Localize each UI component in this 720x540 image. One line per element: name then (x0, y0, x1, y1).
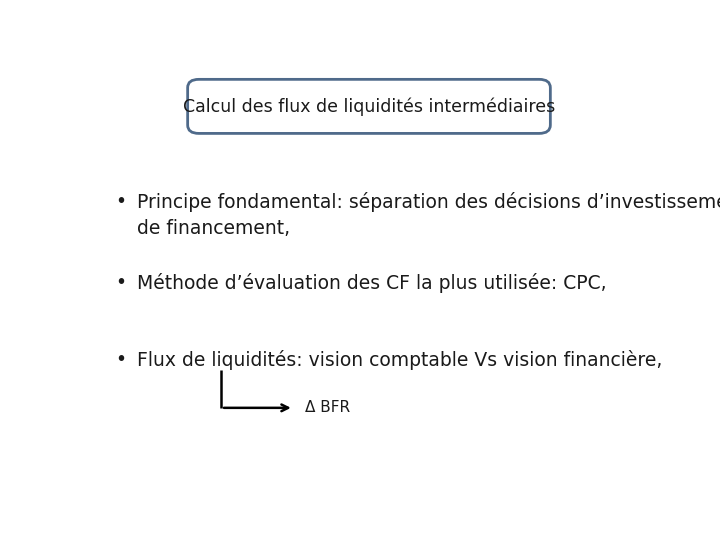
Text: •: • (115, 349, 126, 369)
FancyBboxPatch shape (188, 79, 550, 133)
Text: Principe fondamental: séparation des décisions d’investissement et
de financemen: Principe fondamental: séparation des déc… (138, 192, 720, 238)
Text: Calcul des flux de liquidités intermédiaires: Calcul des flux de liquidités intermédia… (183, 97, 555, 116)
Text: Flux de liquidités: vision comptable Vs vision financière,: Flux de liquidités: vision comptable Vs … (138, 349, 663, 369)
Text: Δ BFR: Δ BFR (305, 400, 350, 415)
Text: •: • (115, 273, 126, 292)
Text: •: • (115, 192, 126, 211)
Text: Méthode d’évaluation des CF la plus utilisée: CPC,: Méthode d’évaluation des CF la plus util… (138, 273, 607, 293)
